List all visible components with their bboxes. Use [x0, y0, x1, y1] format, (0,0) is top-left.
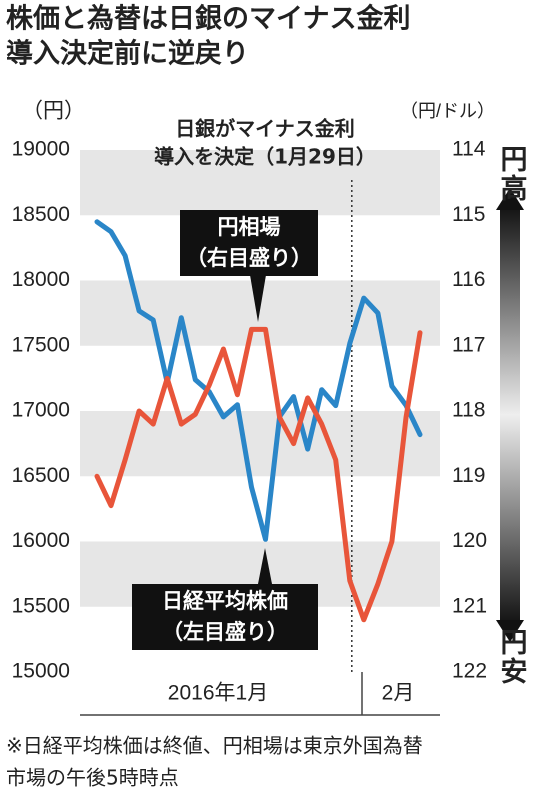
plot: 15000 15500 16000 16500 17000 17500 18000 18500…: [12, 138, 487, 683]
y2-tick-label: 114: [452, 138, 486, 161]
grid-band: [80, 150, 440, 216]
callout-pointer: [250, 275, 266, 322]
y-tick-label: 15000: [12, 660, 70, 683]
callout-box: [180, 210, 318, 276]
y-tick-label: 17000: [12, 399, 70, 422]
y2-tick-label: 118: [452, 399, 485, 422]
legend-label: （右目盛り）: [186, 246, 312, 270]
direction-label: 円高: [496, 145, 527, 203]
footnote: 市場の午後5時時点: [6, 766, 179, 790]
y2-tick-label: 120: [452, 529, 487, 552]
direction-label: 円安: [496, 628, 527, 686]
callout-box: [132, 584, 318, 650]
chart-title: 株価と為替は日銀のマイナス金利: [6, 3, 410, 35]
x-group-label: 2016年1月: [168, 682, 268, 705]
y-tick-label: 19000: [12, 138, 70, 161]
legend-label: （左目盛り）: [162, 620, 288, 644]
direction-arrow-head: [496, 620, 524, 642]
event-annotation: 導入を決定（1月29日）: [154, 145, 376, 169]
y-tick-label: 15500: [12, 594, 70, 617]
y-tick-label: 16500: [12, 464, 70, 487]
y-tick-label: 17500: [12, 333, 70, 356]
chart-title: 導入決定前に逆戻り: [6, 38, 249, 70]
series-callout: 日経平均株価 （左目盛り）: [132, 548, 318, 650]
legend-label: 円相場: [218, 215, 281, 239]
data-line: [94, 219, 423, 542]
callout-pointer: [258, 548, 272, 584]
legend-label: 日経平均株価: [162, 589, 288, 613]
direction-arrow-head: [496, 188, 524, 210]
y2-tick-label: 117: [452, 333, 485, 356]
y-tick-label: 18000: [12, 268, 70, 291]
y-tick-label: 16000: [12, 529, 70, 552]
event-annotation: 日銀がマイナス金利: [175, 117, 355, 141]
series-callout: 円相場 （右目盛り）: [180, 210, 318, 322]
data-line: [94, 326, 423, 623]
y2-tick-label: 116: [452, 268, 485, 291]
y2-tick-label: 121: [452, 594, 487, 617]
footnote: ※日経平均株価は終値、円相場は東京外国為替: [6, 734, 423, 758]
direction-arrow: [500, 205, 520, 625]
y2-tick-label: 115: [452, 203, 485, 226]
grid-band: [80, 411, 440, 477]
x-group-label: 2月: [382, 682, 415, 705]
y2-tick-label: 119: [452, 464, 485, 487]
y2-axis-label: （円/ドル）: [400, 101, 495, 121]
y-axis-label: （円）: [22, 100, 85, 123]
y-tick-label: 18500: [12, 203, 70, 226]
y2-tick-label: 122: [452, 660, 487, 683]
